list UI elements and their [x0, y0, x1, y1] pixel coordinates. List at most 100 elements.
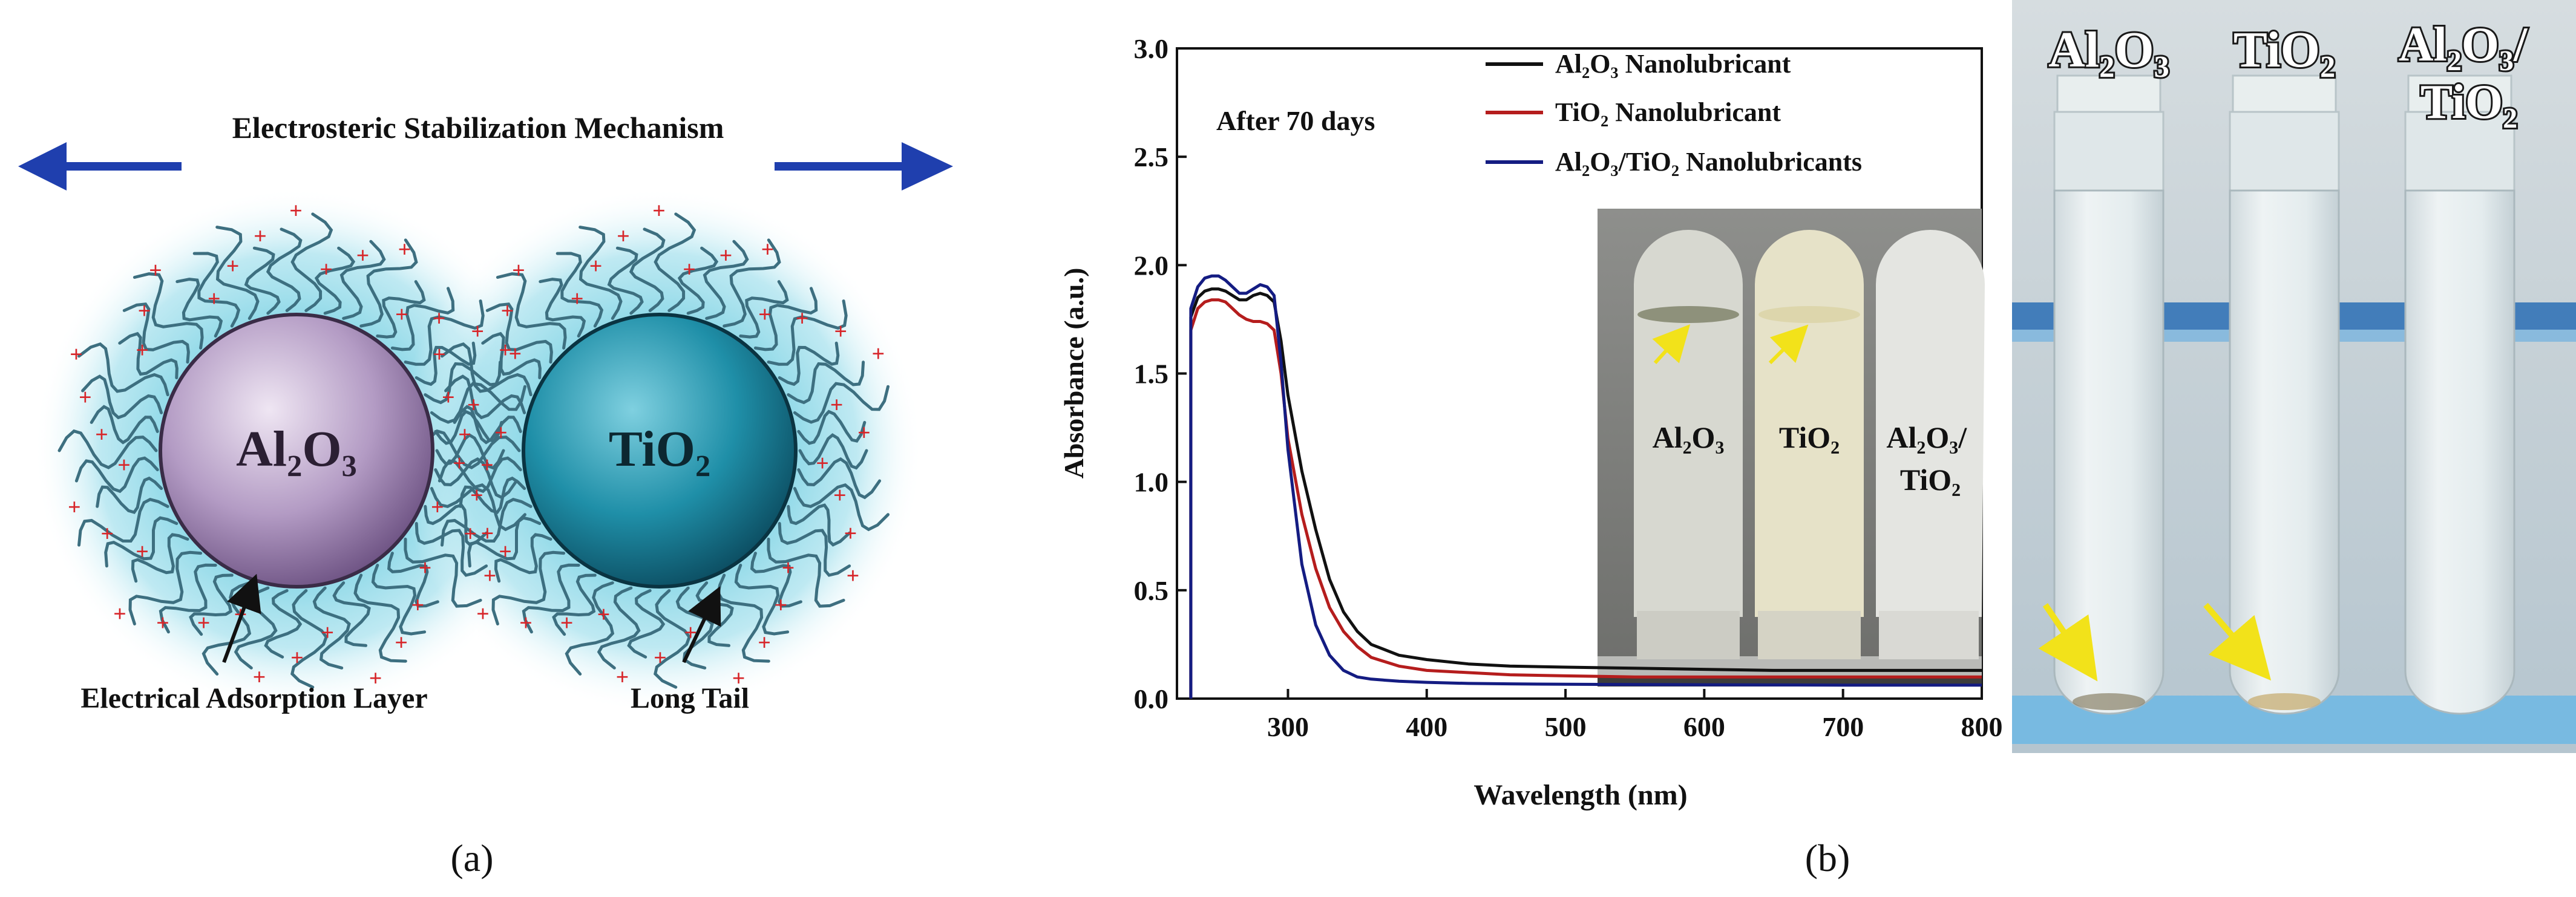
photo-label-al2o3: Al₂O₃ [2048, 22, 2169, 78]
polymer-tail [793, 483, 890, 532]
polymer-tail [578, 226, 623, 320]
charge-plus: + [411, 593, 424, 618]
charge-plus: + [844, 521, 857, 546]
polymer-tail [734, 564, 790, 636]
polymer-tail [434, 457, 519, 500]
charge-plus: + [321, 621, 334, 646]
polymer-tail [421, 429, 521, 469]
polymer-tail [753, 287, 818, 351]
caption-a: (a) [450, 837, 493, 879]
charge-plus: + [458, 422, 471, 448]
series-line-2 [1189, 274, 1982, 699]
charge-plus: + [481, 521, 494, 546]
charge-plus: + [398, 237, 411, 263]
charge-plus: + [571, 287, 584, 312]
polymer-tail [739, 280, 789, 339]
polymer-tail [459, 476, 526, 514]
y-axis-ticks: 0.0 0.5 1.0 1.5 2.0 2.5 3.0 [1134, 33, 1187, 714]
polymer-tail [390, 287, 455, 351]
polymer-tail [244, 246, 281, 315]
polymer-tail [312, 586, 351, 670]
polymer-tail [90, 405, 159, 445]
annotation-after-70-days: After 70 days [1216, 105, 1375, 136]
series-line-0 [1189, 287, 1982, 699]
polymer-tail [290, 589, 329, 689]
charge-plus: + [289, 198, 303, 224]
polymer-tail [556, 252, 604, 328]
polymer-tail [767, 299, 848, 366]
al2o3-particle-label: Al₂O₃ [236, 421, 357, 477]
polymer-tail [290, 212, 333, 312]
polymer-tail [353, 573, 407, 663]
x-axis-ticks: 300 400 500 600 700 800 [1267, 689, 2003, 742]
charge-plus: + [442, 385, 455, 411]
polymer-tail [57, 429, 158, 469]
panel-b-absorbance-chart: 0.0 0.5 1.0 1.5 2.0 2.5 3.0 300 400 500 600 700 800 [1058, 33, 2003, 879]
legend-label-2: Al₂O₃/TiO₂ Nanolubricants [1555, 147, 1862, 177]
polymer-tail [404, 299, 485, 366]
charge-plus: + [719, 243, 733, 269]
polymer-tail [797, 409, 867, 445]
inset-vial-photo: Al₂O₃ TiO₂ Al₂O₃/ TiO₂ [1598, 209, 1985, 687]
charge-plus: + [508, 341, 522, 367]
charge-plus: + [617, 224, 630, 249]
charge-plus: + [483, 564, 497, 589]
inset-arrow-al2o3-icon [1652, 324, 1691, 365]
polymer-tail [96, 476, 163, 514]
polymer-tail [175, 278, 223, 338]
chart-legend: Al₂O₃ Nanolubricant TiO₂ Nanolubricant Al₂… [1486, 49, 1862, 177]
charge-plus: + [356, 243, 370, 269]
x-tick-label: 300 [1267, 711, 1309, 742]
charge-plus: + [847, 564, 860, 589]
charge-plus: + [616, 665, 629, 690]
charge-plus: + [464, 521, 477, 547]
charge-plus: + [758, 302, 772, 327]
charge-plus: + [830, 393, 844, 418]
charge-plus: + [208, 287, 221, 312]
polymer-tail [159, 563, 217, 634]
photo-label-hybrid: Al₂O₃/ TiO₂ [2399, 18, 2539, 129]
charge-plus: + [433, 306, 446, 331]
photo-label-tio2: TiO₂ [2234, 22, 2335, 78]
charge-plus: + [369, 666, 382, 691]
polymer-tail [424, 360, 502, 405]
charge-plus: + [254, 224, 267, 249]
charge-plus: + [501, 299, 514, 324]
polymer-tail [750, 552, 802, 608]
y-axis-label: Absorbance (a.u.) [1058, 268, 1089, 479]
photo-arrow-tio2-icon [2203, 602, 2272, 681]
polymer-tail [627, 589, 666, 659]
polymer-tail [131, 533, 189, 583]
charge-plus: + [197, 610, 211, 636]
tio2-particle-label: TiO₂ [609, 421, 710, 477]
y-tick-label: 3.0 [1134, 33, 1169, 64]
charge-plus: + [253, 665, 266, 690]
charge-plus: + [796, 306, 809, 331]
polymer-tail [677, 246, 719, 315]
tube-tio2 [2229, 74, 2340, 715]
charge-plus: + [499, 540, 512, 565]
charge-plus: + [320, 257, 333, 282]
charge-plus: + [138, 299, 151, 324]
polymer-tail [438, 456, 522, 494]
charge-plus: + [395, 630, 408, 656]
polymer-tail [629, 227, 666, 312]
polymer-tail [266, 227, 303, 312]
charge-plus: + [290, 645, 304, 671]
charge-plus: + [560, 610, 574, 636]
polymer-tail [128, 550, 203, 625]
charge-plus: + [782, 556, 795, 581]
x-tick-label: 700 [1822, 711, 1864, 742]
charge-plus: + [871, 341, 885, 367]
charge-plus: + [79, 385, 92, 411]
polymer-tail [798, 433, 868, 470]
charge-plus: + [480, 452, 494, 478]
charge-plus: + [70, 342, 83, 368]
polymer-tail [444, 374, 526, 420]
series-line-1 [1189, 298, 1982, 699]
y-tick-label: 0.5 [1134, 575, 1169, 606]
charge-plus: + [471, 319, 484, 344]
charge-plus: + [597, 602, 611, 628]
tube-al2o3 [2053, 74, 2165, 715]
